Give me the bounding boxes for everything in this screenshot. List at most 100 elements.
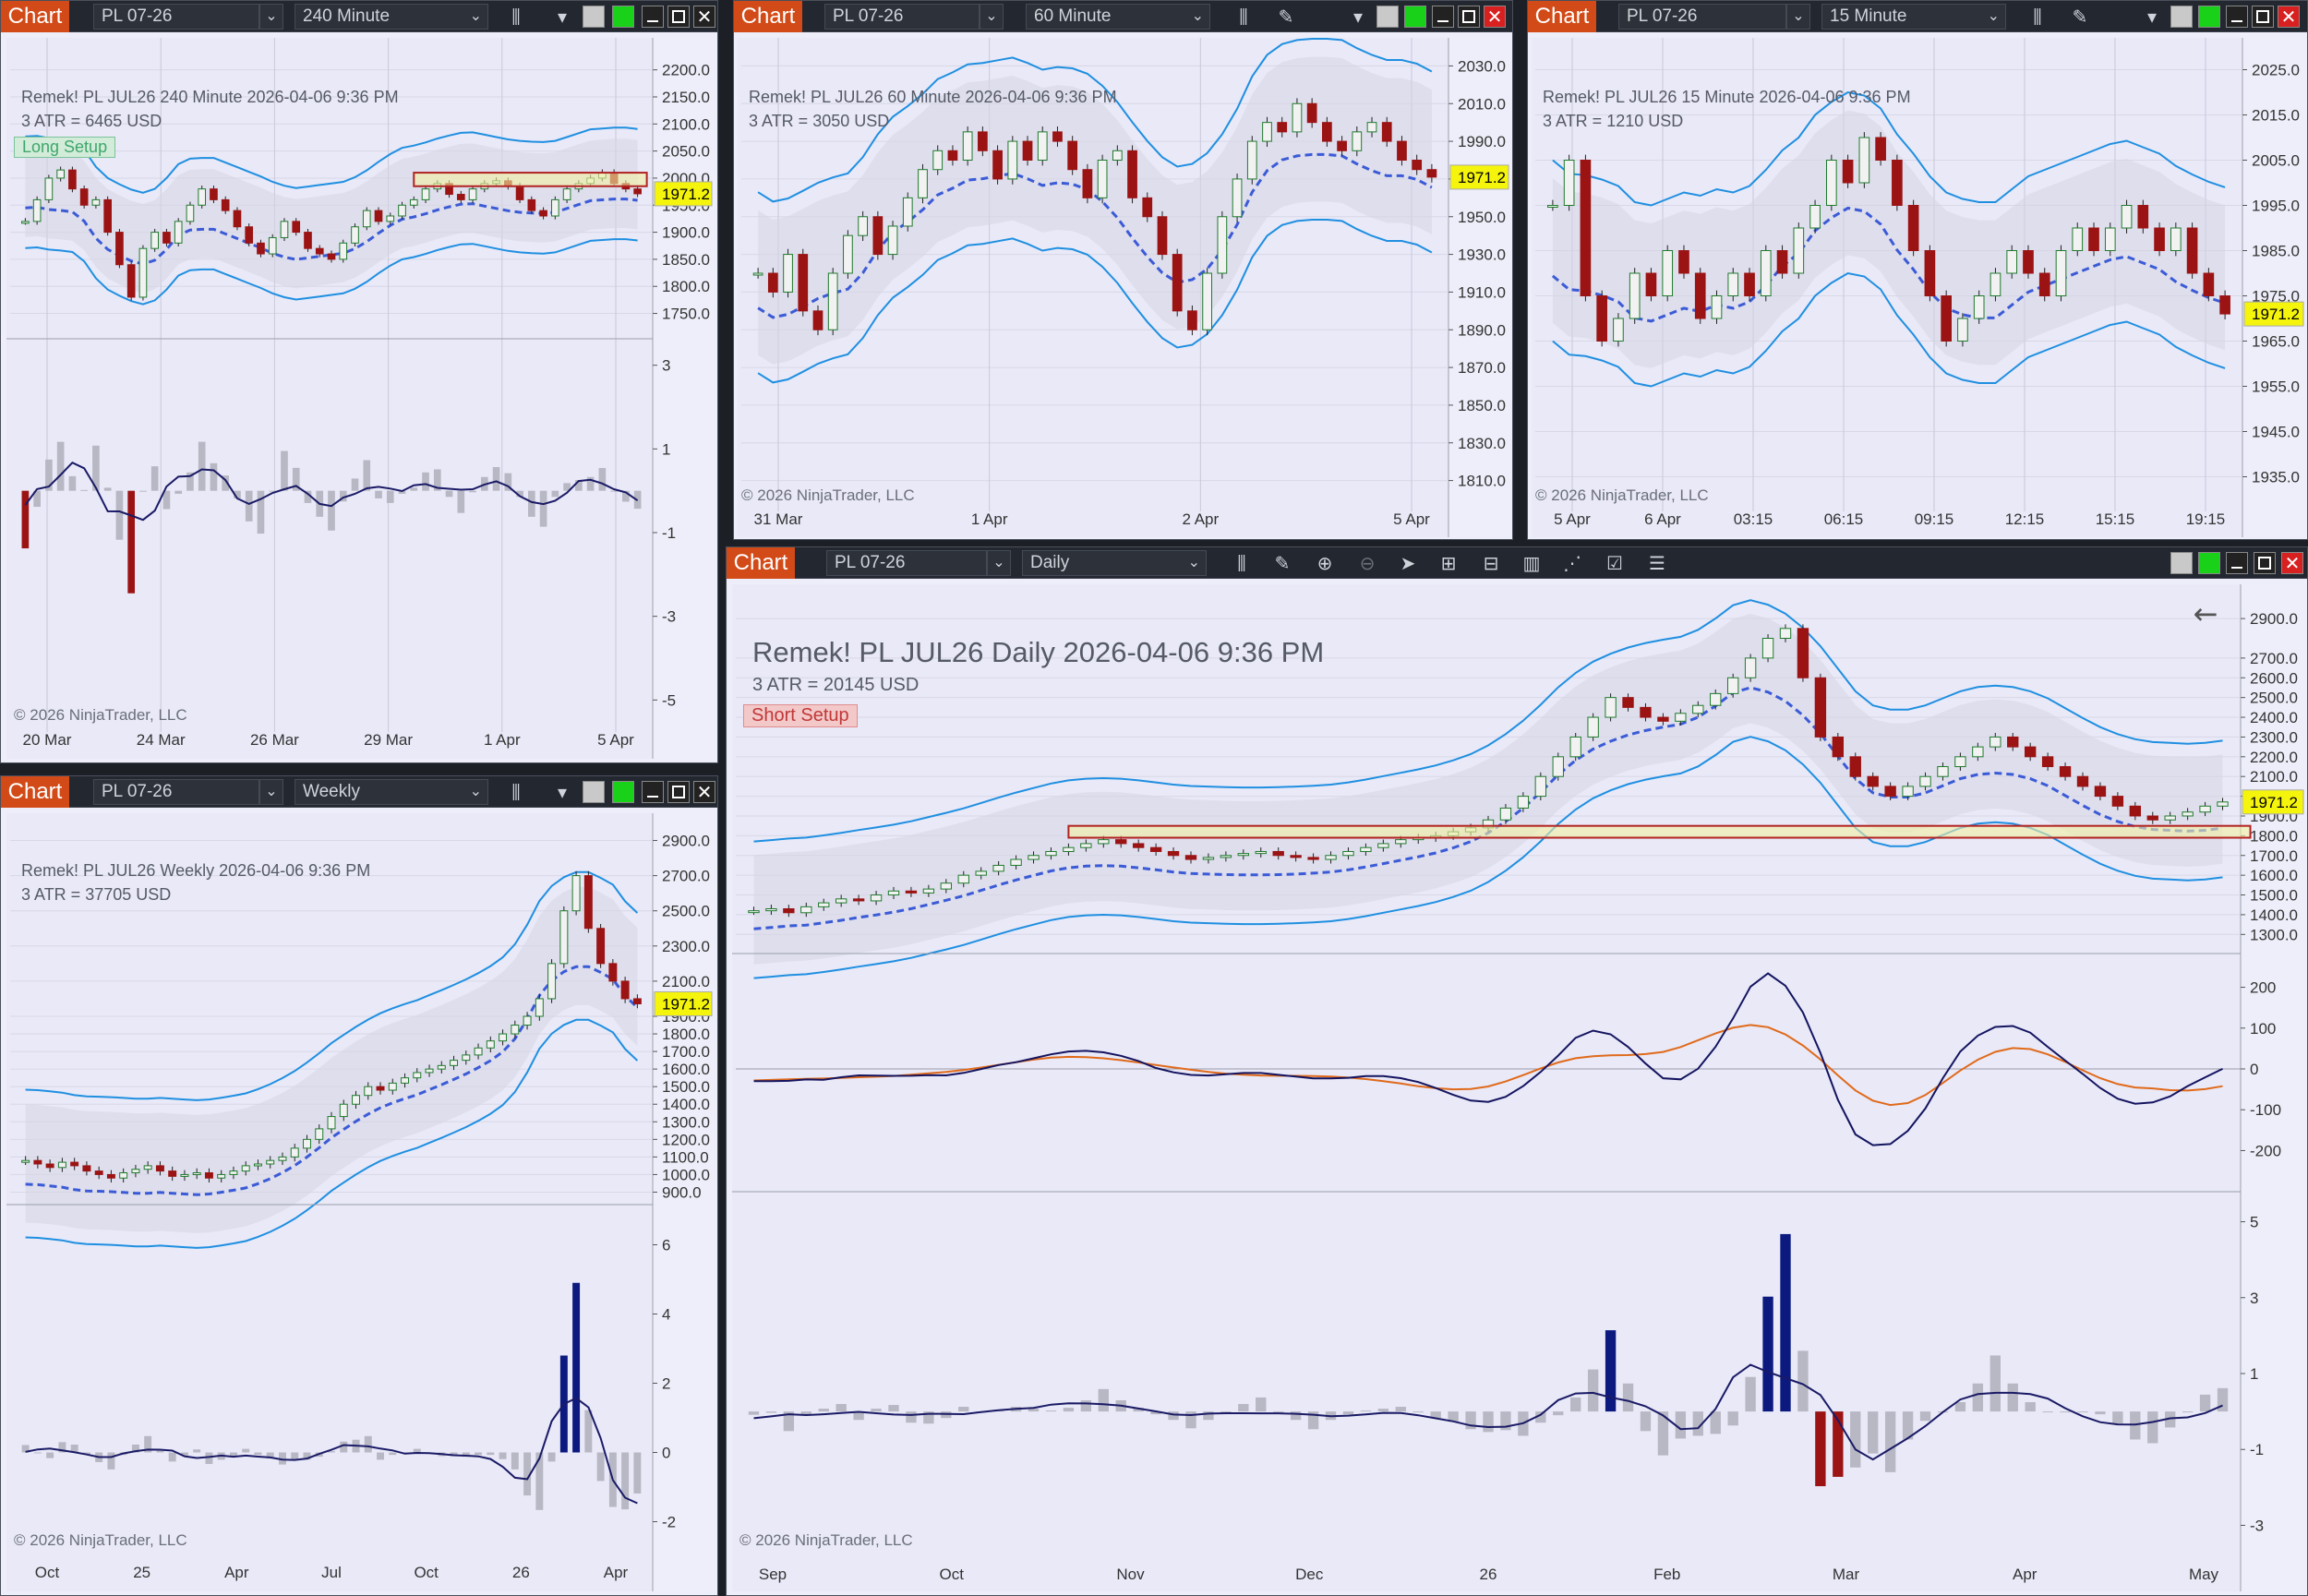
bar-type-icon[interactable]: ⫼ <box>1237 552 1246 574</box>
y-tick-label: 1300.0 <box>2250 926 2298 943</box>
chart-plot[interactable]: 2900.02700.02500.02300.02100.01900.01800… <box>6 813 714 1591</box>
instrument-selector[interactable]: PL 07-26 <box>826 550 987 576</box>
minimize-button[interactable] <box>2226 6 2248 28</box>
instrument-dropdown-button[interactable]: ⌄ <box>1786 4 1810 30</box>
window-color-grey-button[interactable] <box>2170 552 2193 574</box>
chart-tab[interactable]: Chart <box>734 1 802 32</box>
window-color-grey-button[interactable] <box>2170 6 2193 28</box>
close-button[interactable]: ✕ <box>2278 6 2300 28</box>
cursor-icon[interactable]: ➤ <box>1400 552 1416 574</box>
chevron-down-icon[interactable]: ▾ <box>557 781 568 803</box>
list-icon[interactable]: ☰ <box>1649 552 1665 574</box>
candle <box>1352 131 1363 151</box>
chevron-down-icon[interactable]: ▾ <box>1352 6 1364 28</box>
candle <box>1675 713 1687 722</box>
window-color-green-button[interactable] <box>2198 6 2220 28</box>
instrument-selector[interactable]: PL 07-26 <box>93 779 259 805</box>
interval-selector[interactable]: 15 Minute ⌄ <box>1821 4 2006 30</box>
instrument-dropdown-button[interactable]: ⌄ <box>987 550 1011 576</box>
strategies-icon[interactable]: ⋰ <box>1563 552 1581 574</box>
indicators-icon[interactable]: ▥ <box>1522 552 1541 574</box>
x-tick-label: Sep <box>759 1566 787 1583</box>
zoom-in-icon[interactable]: ⊕ <box>1316 552 1333 574</box>
interval-selector[interactable]: Daily ⌄ <box>1022 550 1207 576</box>
maximize-button[interactable] <box>1458 6 1480 28</box>
pencil-icon[interactable]: ✎ <box>2072 6 2088 28</box>
instrument-dropdown-button[interactable]: ⌄ <box>980 4 1004 30</box>
candle <box>1262 122 1272 142</box>
interval-selector[interactable]: 60 Minute ⌄ <box>1026 4 1210 30</box>
pencil-icon[interactable]: ✎ <box>1278 6 1294 28</box>
candle <box>1063 846 1075 852</box>
chart-tab[interactable]: Chart <box>727 547 795 579</box>
bar-type-icon[interactable]: ⫼ <box>2033 6 2042 28</box>
minimize-button[interactable] <box>642 781 664 803</box>
candle <box>257 242 265 255</box>
chart-plot[interactable]: 2200.02150.02100.02050.02000.01950.01900… <box>6 38 714 759</box>
maximize-button[interactable] <box>667 781 690 803</box>
chart-plot[interactable]: 2900.0 2700.0 2600.0 2500.0 2400.0 2300.0 2200… <box>732 584 2305 1591</box>
osc-bar <box>572 1282 581 1453</box>
window-color-green-button[interactable] <box>612 781 634 803</box>
osc-bar <box>1919 1411 1931 1422</box>
y-tick-label: 2500.0 <box>662 903 710 920</box>
candle <box>327 1116 336 1130</box>
zoom-out-icon[interactable]: ⊖ <box>1359 552 1376 574</box>
chart-plot[interactable]: 2030.02010.01990.01970.01950.01930.01910… <box>738 38 1510 537</box>
x-tick-label: 6 Apr <box>1644 510 1681 528</box>
template-icon[interactable]: ⊟ <box>1483 552 1499 574</box>
maximize-button[interactable] <box>2254 552 2276 574</box>
osc-bar <box>257 490 265 534</box>
instrument-selector[interactable]: PL 07-26 <box>93 4 259 30</box>
osc-bar <box>586 476 595 491</box>
chart-tab[interactable]: Chart <box>1 776 69 808</box>
window-color-grey-button[interactable] <box>583 781 605 803</box>
instrument-dropdown-button[interactable]: ⌄ <box>259 4 283 30</box>
candle <box>1290 855 1302 858</box>
close-button[interactable]: ✕ <box>693 781 715 803</box>
chart-tab[interactable]: Chart <box>1 1 69 32</box>
osc-bar <box>469 490 476 493</box>
upper-band-line <box>757 38 1433 203</box>
window-color-green-button[interactable] <box>1404 6 1426 28</box>
bar-type-icon[interactable]: ⫼ <box>511 6 521 28</box>
chevron-down-icon[interactable]: ▾ <box>2146 6 2158 28</box>
bar-type-icon[interactable]: ⫼ <box>1239 6 1248 28</box>
candle <box>1142 197 1153 218</box>
window-color-green-button[interactable] <box>612 6 634 28</box>
instrument-selector[interactable]: PL 07-26 <box>824 4 980 30</box>
minimize-button[interactable] <box>642 6 664 28</box>
window-color-grey-button[interactable] <box>1376 6 1399 28</box>
candle <box>106 1173 115 1179</box>
maximize-button[interactable] <box>2252 6 2274 28</box>
minimize-button[interactable] <box>2226 552 2248 574</box>
last-price-tag <box>1449 164 1509 190</box>
interval-value: Weekly <box>303 782 360 801</box>
back-arrow-icon[interactable]: ← <box>2193 596 2218 631</box>
osc-bar <box>363 460 371 491</box>
osc-bar <box>292 467 300 491</box>
instrument-selector[interactable]: PL 07-26 <box>1618 4 1786 30</box>
window-color-grey-button[interactable] <box>583 6 605 28</box>
interval-selector[interactable]: Weekly ⌄ <box>295 779 488 805</box>
maximize-button[interactable] <box>667 6 690 28</box>
pencil-icon[interactable]: ✎ <box>1274 552 1291 574</box>
osc-bar <box>80 489 88 491</box>
osc-bar <box>103 487 112 491</box>
data-box-icon[interactable]: ⊞ <box>1440 552 1457 574</box>
close-button[interactable]: ✕ <box>693 6 715 28</box>
close-button[interactable]: ✕ <box>2281 552 2303 574</box>
y-tick-label: 1700.0 <box>662 1043 710 1061</box>
minimize-button[interactable] <box>1432 6 1454 28</box>
instrument-dropdown-button[interactable]: ⌄ <box>259 779 283 805</box>
properties-icon[interactable]: ☑ <box>1606 552 1623 574</box>
chart-tab[interactable]: Chart <box>1528 1 1596 32</box>
interval-selector[interactable]: 240 Minute ⌄ <box>295 4 488 30</box>
chevron-down-icon[interactable]: ▾ <box>557 6 568 28</box>
bar-type-icon[interactable]: ⫼ <box>511 781 521 803</box>
close-button[interactable]: ✕ <box>1484 6 1506 28</box>
x-tick-label: Apr <box>224 1564 249 1581</box>
chart-plot[interactable]: 2025.0 2015.0 2005.0 1995.0 1985.0 1975.0 1965… <box>1532 38 2305 537</box>
osc-bar <box>584 1410 593 1453</box>
window-color-green-button[interactable] <box>2198 552 2220 574</box>
